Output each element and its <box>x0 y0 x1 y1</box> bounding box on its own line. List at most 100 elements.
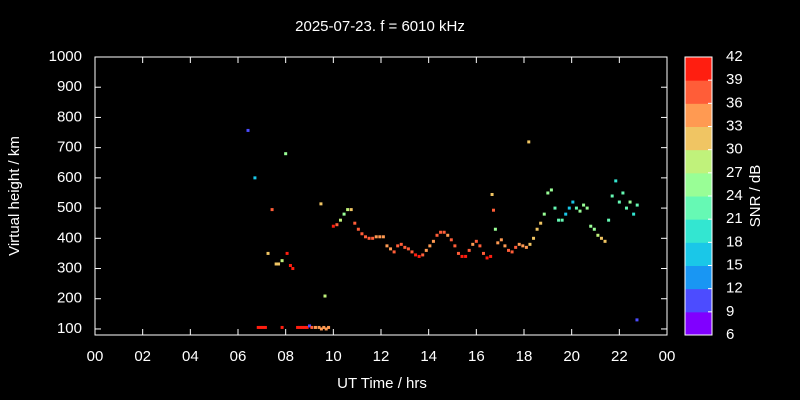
data-point <box>392 250 396 254</box>
x-tick-label: 14 <box>420 348 437 365</box>
data-point <box>585 206 589 210</box>
colorbar-band <box>685 126 712 151</box>
colorbar-tick-label: 18 <box>726 233 743 250</box>
data-point <box>403 245 407 249</box>
data-point <box>542 212 546 216</box>
x-tick-label: 16 <box>468 348 485 365</box>
data-point <box>417 254 421 258</box>
data-point <box>410 250 414 254</box>
data-point <box>578 209 582 213</box>
colorbar-band <box>685 265 712 290</box>
colorbar-tick-label: 39 <box>726 71 743 88</box>
data-point <box>396 244 400 248</box>
data-point <box>499 238 503 242</box>
data-point <box>474 239 478 243</box>
data-point <box>514 245 518 249</box>
y-tick-label: 300 <box>57 259 82 276</box>
data-point <box>532 236 536 240</box>
data-point <box>406 247 410 251</box>
data-point <box>305 325 309 329</box>
data-point <box>246 128 250 132</box>
data-point <box>338 218 342 222</box>
data-point <box>574 206 578 210</box>
colorbar-band <box>685 149 712 174</box>
colorbar-band <box>685 288 712 313</box>
data-point <box>528 242 532 246</box>
colorbar-tick-label: 33 <box>726 117 743 134</box>
data-point <box>599 236 603 240</box>
data-point <box>582 203 586 207</box>
data-point <box>521 244 525 248</box>
data-point <box>277 262 281 266</box>
colorbar-tick-label: 6 <box>726 326 734 343</box>
colorbar-band <box>685 219 712 243</box>
data-point <box>567 206 571 210</box>
colorbar-label: SNR / dB <box>747 165 764 228</box>
data-point <box>493 227 497 231</box>
data-point <box>617 200 621 204</box>
data-point <box>259 325 263 329</box>
data-point <box>449 238 453 242</box>
data-point <box>253 176 257 180</box>
x-tick-label: 12 <box>373 348 390 365</box>
data-point <box>607 218 611 222</box>
data-point <box>453 244 457 248</box>
colorbar-band <box>685 242 712 266</box>
data-point <box>524 245 528 249</box>
data-point <box>378 235 382 239</box>
data-point <box>435 233 439 237</box>
x-tick-label: 06 <box>230 348 247 365</box>
colorbar-band <box>685 80 712 104</box>
colorbar-band <box>685 57 712 81</box>
data-point <box>481 251 485 255</box>
x-tick-label: 20 <box>563 348 580 365</box>
data-point <box>327 325 331 329</box>
data-point <box>510 250 514 254</box>
plot-frame <box>94 56 668 336</box>
data-point <box>491 208 495 212</box>
data-point <box>592 227 596 231</box>
y-tick-label: 100 <box>57 320 82 337</box>
data-point <box>270 208 274 212</box>
colorbar-tick-label: 9 <box>726 303 734 320</box>
data-point <box>335 223 339 227</box>
data-point <box>603 239 607 243</box>
data-point <box>324 327 328 331</box>
data-point <box>308 324 311 328</box>
y-tick-label: 200 <box>57 290 82 307</box>
data-point <box>284 152 288 156</box>
y-tick-label: 800 <box>57 108 82 125</box>
x-tick-label: 22 <box>611 348 628 365</box>
colorbar-band <box>685 172 712 197</box>
data-point <box>471 242 475 246</box>
data-point <box>446 233 450 237</box>
colorbar-tick-label: 24 <box>726 187 743 204</box>
data-point <box>323 294 327 298</box>
data-point <box>535 227 539 231</box>
data-point <box>266 251 270 255</box>
x-tick-label: 08 <box>277 348 294 365</box>
colorbar-tick-label: 15 <box>726 256 743 273</box>
data-point <box>360 232 364 236</box>
data-point <box>353 221 357 225</box>
data-point <box>557 218 561 222</box>
data-point <box>517 242 521 246</box>
data-point <box>421 253 425 257</box>
y-tick-label: 400 <box>57 229 82 246</box>
data-point <box>560 218 564 222</box>
data-point <box>263 325 267 329</box>
data-point <box>596 233 600 237</box>
data-point <box>389 247 393 251</box>
data-point <box>349 208 353 212</box>
colorbar-band <box>685 311 712 336</box>
data-point <box>317 325 321 329</box>
data-point <box>381 235 385 239</box>
data-point <box>439 230 443 234</box>
data-point <box>549 188 553 192</box>
data-point <box>291 267 295 271</box>
colorbar-tick-label: 36 <box>726 94 743 111</box>
data-point <box>414 253 418 257</box>
data-point <box>610 194 614 198</box>
